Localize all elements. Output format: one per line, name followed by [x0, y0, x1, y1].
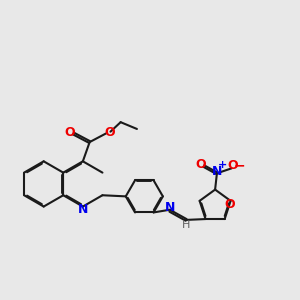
- Text: O: O: [195, 158, 206, 171]
- Text: −: −: [234, 159, 245, 172]
- Text: O: O: [224, 198, 235, 212]
- Text: O: O: [64, 126, 75, 139]
- Text: N: N: [78, 203, 88, 216]
- Text: H: H: [182, 220, 190, 230]
- Text: +: +: [218, 160, 227, 170]
- Text: O: O: [228, 159, 238, 172]
- Text: N: N: [212, 164, 222, 178]
- Text: O: O: [105, 126, 115, 139]
- Text: N: N: [165, 201, 175, 214]
